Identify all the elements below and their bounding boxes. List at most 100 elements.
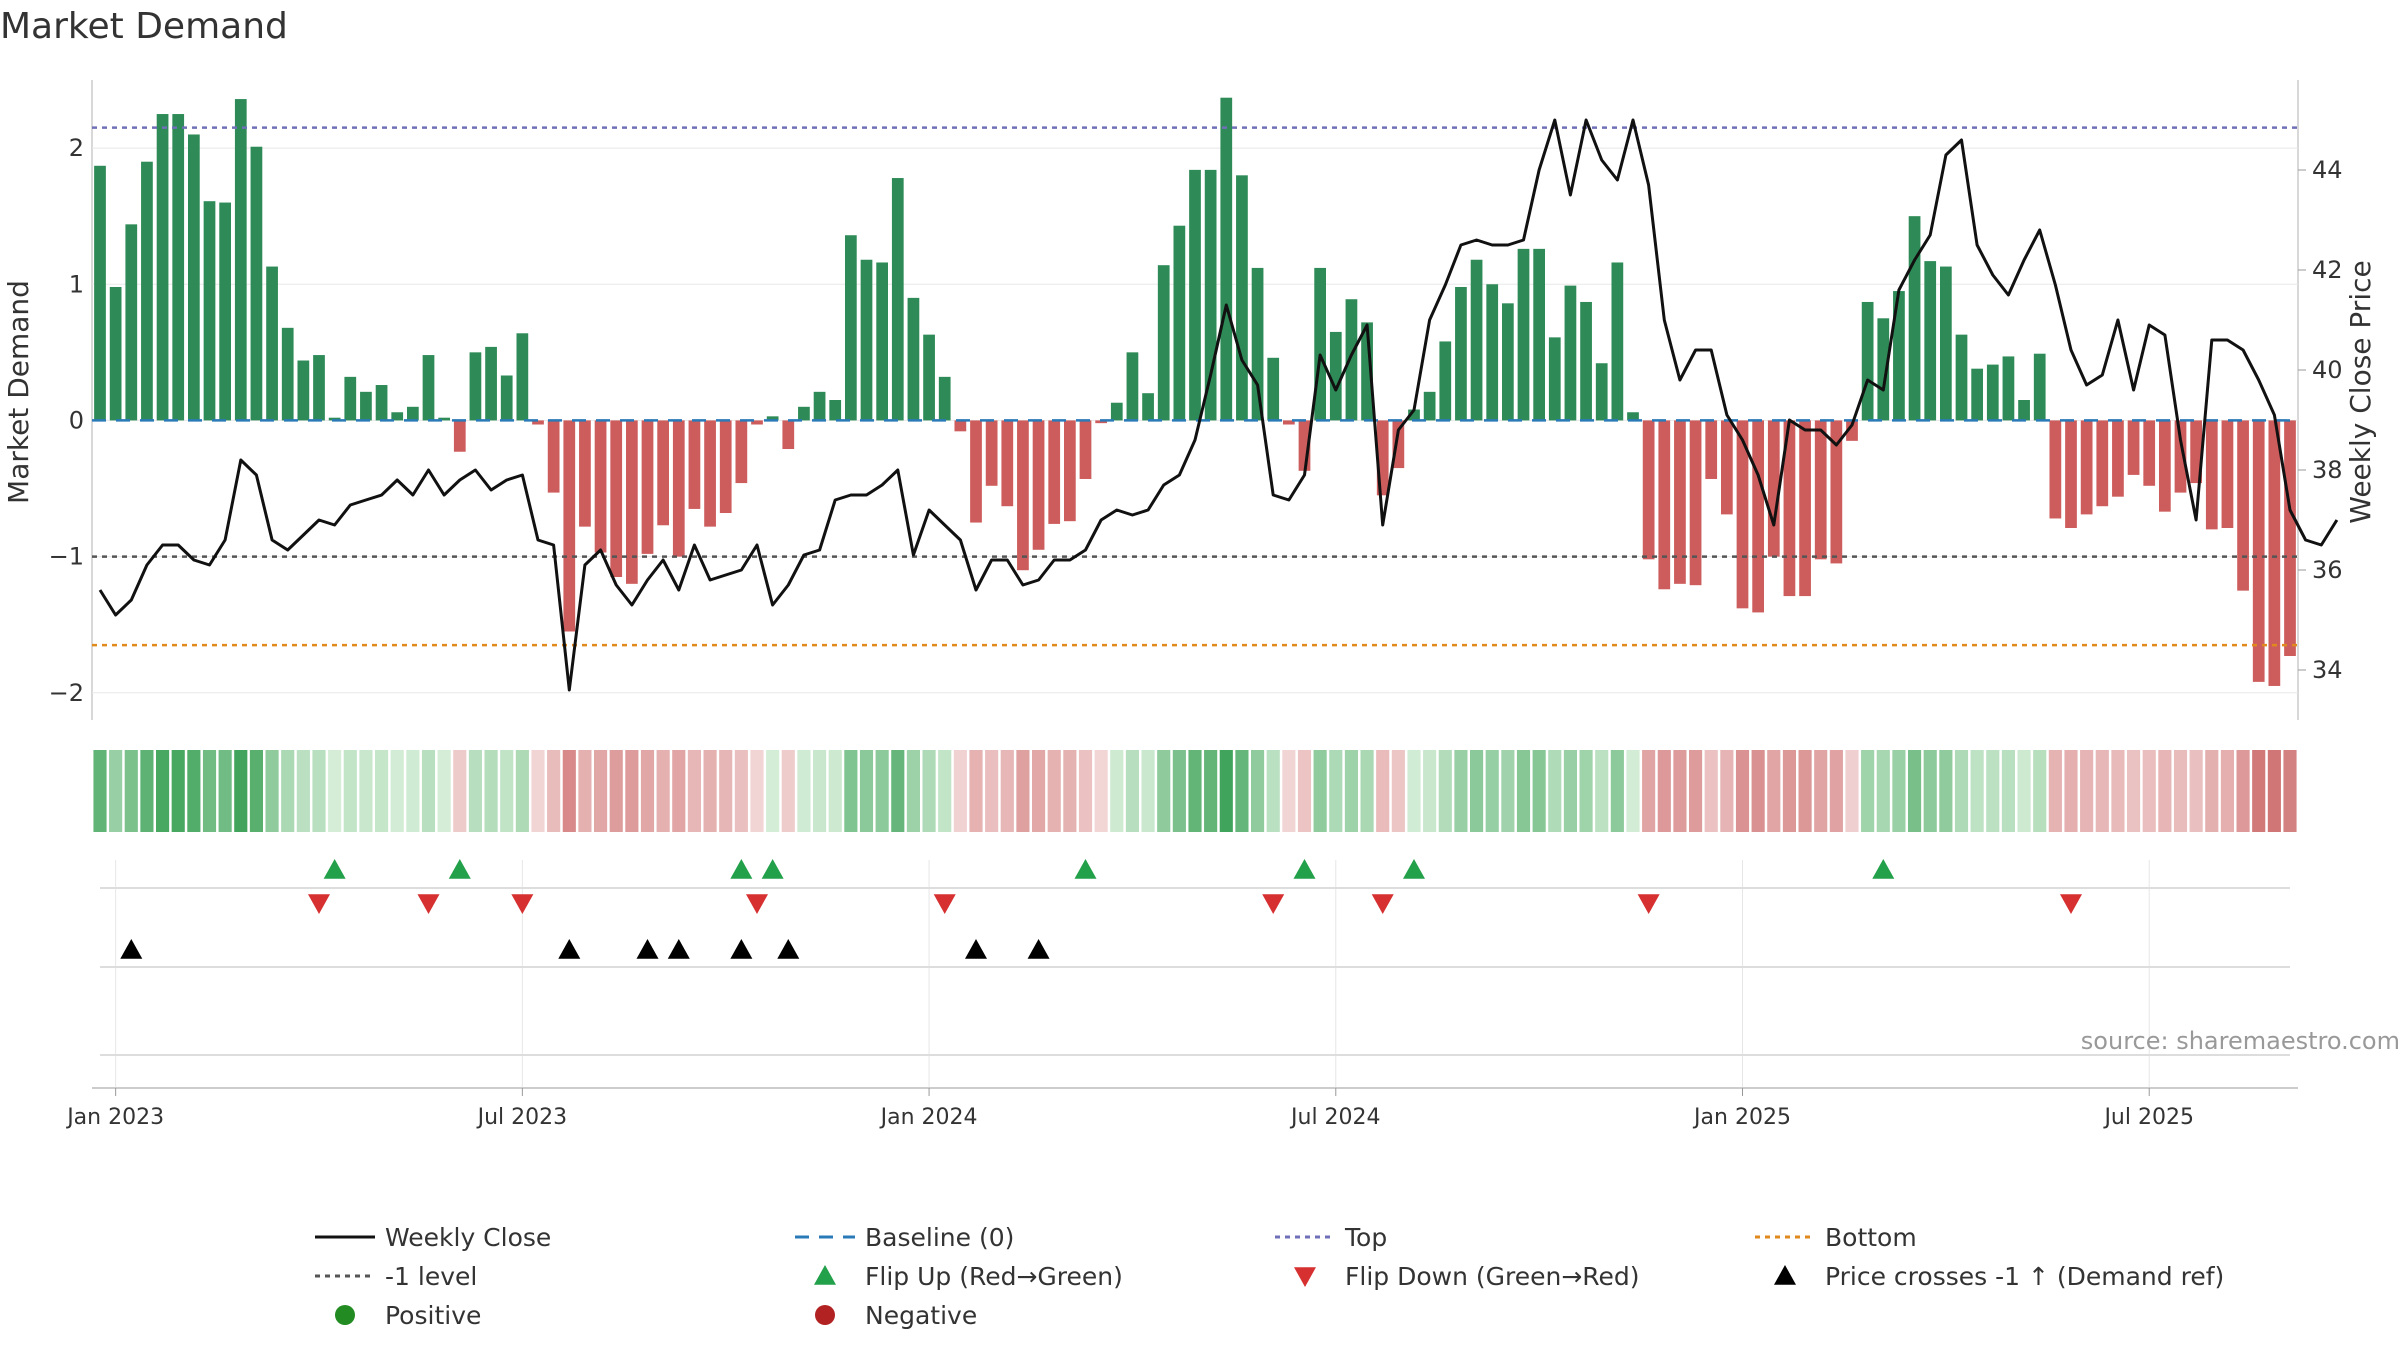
heat-cell [1673,750,1687,832]
heat-cell [609,750,623,832]
demand-bar [94,165,106,421]
flip-up-marker [1403,859,1425,879]
main-panel: −2 −1 0 1 2 34 36 38 40 42 44 [49,80,2343,720]
demand-bar [1408,409,1420,421]
demand-bar [1908,216,1921,421]
heat-cell [1798,750,1812,832]
demand-bar [1189,169,1201,421]
heat-cell [1032,750,1046,832]
heat-cell [1110,750,1124,832]
demand-bar [1126,352,1139,421]
heat-cell [1657,750,1671,832]
demand-bar [2221,420,2234,528]
heat-cell [2017,750,2031,832]
heat-cell [140,750,154,832]
heat-cell [1235,750,1249,832]
demand-bar [297,360,310,421]
y-tick-label-left: 2 [69,134,84,162]
heat-cell [484,750,498,832]
demand-bar [172,114,185,421]
heat-cell [1548,750,1562,832]
heat-cell [171,750,185,832]
demand-bar [281,327,294,421]
demand-bar [1063,420,1076,522]
heat-cell [1532,750,1546,832]
demand-bar [2049,420,2062,519]
legend-item: Baseline (0) [795,1223,1014,1252]
demand-bar [1627,412,1639,421]
demand-bar [1048,420,1061,524]
flip-down-marker [1637,894,1660,914]
heat-cell [922,750,936,832]
demand-bar [1267,357,1280,421]
demand-bar [813,391,826,421]
y-tick-label-left: −2 [49,679,84,707]
price-cross-marker [730,939,753,959]
legend-swatch [815,1305,835,1325]
demand-bar [907,297,920,421]
legend: Weekly Close Baseline (0) Top Bottom -1 leve… [315,1223,2224,1330]
demand-bar [125,224,138,421]
demand-bar [891,178,904,421]
heat-cell [1344,750,1358,832]
heat-cell [1782,750,1796,832]
y-tick-label-left: 0 [69,406,84,434]
heat-cell [93,750,107,832]
demand-bar [485,346,497,421]
demand-bar [844,235,857,421]
heat-cell [938,750,952,832]
heat-cell [547,750,561,832]
demand-bar [1236,175,1248,421]
heat-cell [1767,750,1781,832]
heat-cell [296,750,310,832]
heat-cell [265,750,279,832]
legend-label: Top [1344,1223,1387,1252]
heat-cell [312,750,326,832]
demand-bar [860,259,873,421]
heat-cell [1251,750,1265,832]
legend-label: Baseline (0) [865,1223,1014,1252]
demand-bar [516,333,529,421]
heat-cell [2283,750,2297,832]
demand-bar [657,420,670,526]
heat-cell [1297,750,1312,832]
demand-bar [375,385,388,421]
heat-cell [1141,750,1155,832]
heat-cell [1172,750,1186,832]
heat-cell [2064,750,2078,832]
heat-cell [1407,750,1421,832]
heat-cell [1814,750,1828,832]
demand-bar [1611,262,1624,421]
demand-bar [704,420,716,527]
demand-bar [1329,331,1342,421]
flip-up-marker [323,859,346,879]
demand-bar [313,355,325,421]
heat-cell [1829,750,1843,832]
heat-cell [1689,750,1703,832]
demand-bar [625,420,638,584]
heat-cell [766,750,780,832]
demand-bar [2065,420,2077,528]
demand-bar [1173,225,1186,421]
legend-item: Weekly Close [315,1223,551,1252]
demand-bar [1689,420,1702,586]
legend-label: -1 level [385,1262,477,1291]
demand-bar [1423,391,1436,421]
heat-cell [640,750,655,832]
chart-title: Market Demand [0,6,288,47]
heat-cell [1501,750,1515,832]
legend-item: Top [1275,1223,1387,1252]
demand-bar [360,391,372,421]
source-credit: source: sharemaestro.com [2081,1027,2400,1055]
demand-bar [751,420,763,425]
legend-label: Bottom [1825,1223,1917,1252]
heat-cell [1063,750,1077,832]
heat-cell [1876,750,1890,832]
demand-bar [1642,420,1655,560]
heat-cell [813,750,827,832]
heat-cell [1626,750,1640,832]
heat-cell [1516,750,1531,832]
demand-bar [2284,420,2296,656]
demand-bar [422,355,435,421]
